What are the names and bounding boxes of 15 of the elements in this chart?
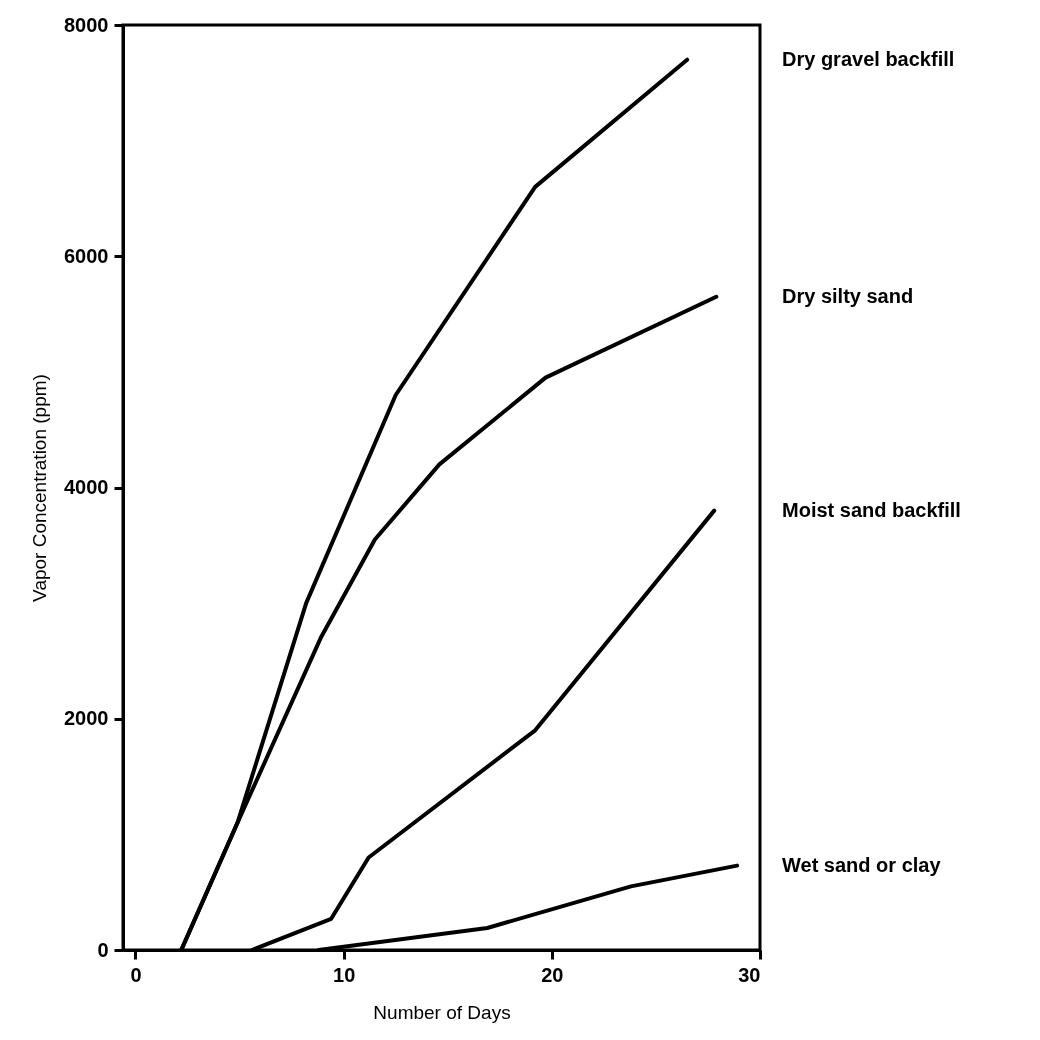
text: Moist sand backfill [782,498,961,521]
text: Dry silty sand [782,284,914,307]
text: Wet sand or clay [782,853,942,876]
x-tick-label: 0 [130,963,142,986]
x-tick-label: 30 [738,963,761,986]
x-tick-label: 20 [541,963,564,986]
y-tick-label: 8000 [64,13,109,36]
y-tick-label: 2000 [64,707,109,730]
x-tick-label: 10 [333,963,356,986]
y-axis-title: Vapor Concentration (ppm) [29,374,51,602]
y-tick-label: 4000 [64,476,109,498]
y-tick-label: 6000 [64,244,109,267]
y-tick-label: 0 [97,938,109,961]
x-axis-title: Number of Days [373,1001,511,1023]
text: Dry gravel backfill [782,47,955,70]
